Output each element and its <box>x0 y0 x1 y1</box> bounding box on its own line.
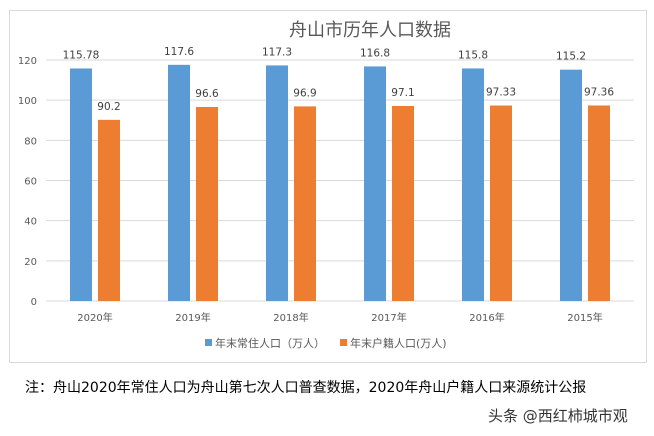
data-label: 115.78 <box>63 49 100 61</box>
data-label: 116.8 <box>360 47 390 59</box>
y-tick-label: 60 <box>24 177 37 188</box>
data-label: 97.1 <box>391 87 414 99</box>
chart-frame <box>9 10 647 363</box>
legend-swatch <box>205 339 212 346</box>
bar-resident <box>70 68 92 302</box>
bar-registered <box>294 106 316 301</box>
x-tick-label: 2019年 <box>175 311 210 324</box>
y-tick-label: 120 <box>18 56 37 67</box>
data-label: 117.3 <box>262 46 292 58</box>
x-tick-label: 2017年 <box>371 311 406 324</box>
data-label: 96.6 <box>195 88 219 100</box>
data-label: 90.2 <box>97 101 120 113</box>
bar-resident <box>266 65 288 301</box>
bar-registered <box>490 105 512 301</box>
legend-label: 年末常住人口（万人） <box>215 336 325 350</box>
y-tick-label: 40 <box>24 217 37 228</box>
legend-label: 年末户籍人口(万人) <box>350 336 447 350</box>
bar-resident <box>560 69 582 301</box>
x-tick-label: 2020年 <box>77 311 112 324</box>
data-label: 115.2 <box>556 51 586 63</box>
bar-chart: 舟山市历年人口数据 0 20 40 60 80 100 120 2020年 115.78 90.2 2… <box>18 20 634 350</box>
legend-swatch <box>340 339 347 346</box>
bar-registered <box>98 119 120 302</box>
y-tick-label: 80 <box>24 136 37 147</box>
watermark: 头条 @西红柿城市观 <box>488 407 628 425</box>
bar-resident <box>168 64 190 301</box>
chart-title: 舟山市历年人口数据 <box>289 20 451 41</box>
data-label: 97.33 <box>486 87 516 99</box>
bar-registered <box>196 106 218 302</box>
footnote: 注：舟山2020年常住人口为舟山第七次人口普查数据，2020年舟山户籍人口来源统… <box>25 380 587 396</box>
data-label: 96.9 <box>293 87 316 99</box>
bar-registered <box>588 105 610 302</box>
y-tick-label: 0 <box>31 297 37 308</box>
bar-registered <box>392 105 414 301</box>
y-tick-label: 100 <box>18 96 37 107</box>
y-tick-label: 20 <box>24 257 37 268</box>
x-tick-label: 2015年 <box>567 311 602 324</box>
x-tick-label: 2018年 <box>273 311 308 324</box>
x-tick-label: 2016年 <box>469 311 504 324</box>
bar-resident <box>364 66 386 301</box>
bar-resident <box>462 68 484 301</box>
data-label: 97.36 <box>584 86 614 98</box>
data-label: 115.8 <box>458 49 488 61</box>
data-label: 117.6 <box>164 46 194 58</box>
